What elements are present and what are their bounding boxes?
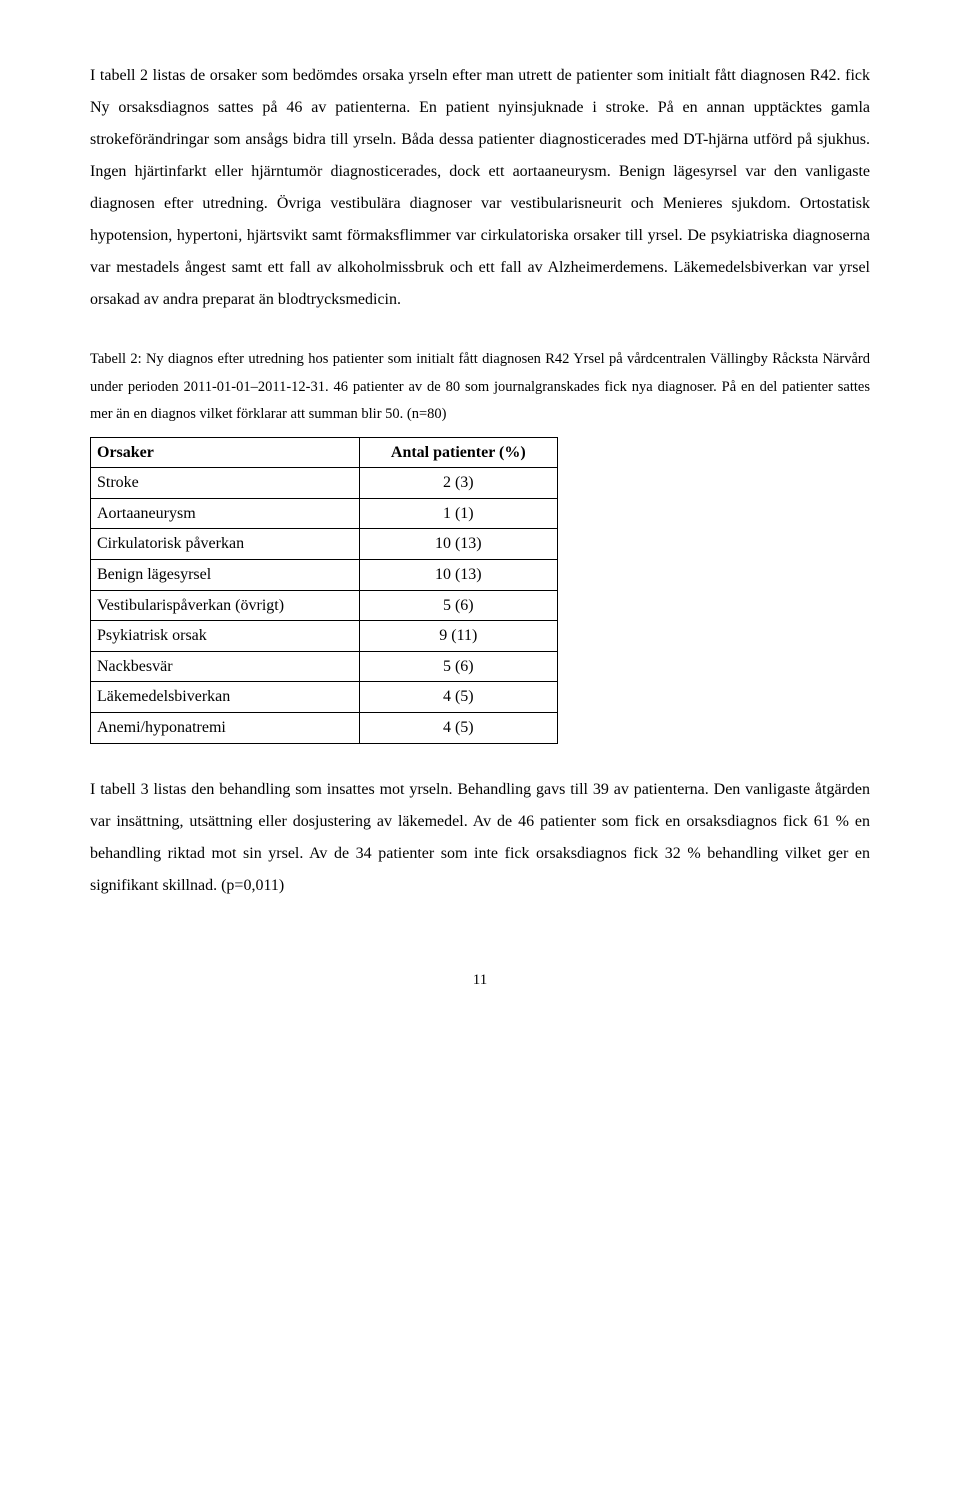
table-cell-value: 5 (6) — [359, 651, 557, 682]
table-cell-label: Benign lägesyrsel — [91, 560, 360, 591]
table-row: Anemi/hyponatremi 4 (5) — [91, 712, 558, 743]
table-row: Läkemedelsbiverkan 4 (5) — [91, 682, 558, 713]
table-row: Stroke 2 (3) — [91, 468, 558, 499]
table-cell-value: 1 (1) — [359, 498, 557, 529]
table-header-row: Orsaker Antal patienter (%) — [91, 437, 558, 468]
table-header-antal: Antal patienter (%) — [359, 437, 557, 468]
table-cell-value: 4 (5) — [359, 712, 557, 743]
table-cell-value: 5 (6) — [359, 590, 557, 621]
diagnosis-table: Orsaker Antal patienter (%) Stroke 2 (3)… — [90, 437, 558, 744]
table-cell-value: 2 (3) — [359, 468, 557, 499]
table-row: Vestibularispåverkan (övrigt) 5 (6) — [91, 590, 558, 621]
table-cell-label: Stroke — [91, 468, 360, 499]
table-caption: Tabell 2: Ny diagnos efter utredning hos… — [90, 346, 870, 429]
table-cell-label: Cirkulatorisk påverkan — [91, 529, 360, 560]
table-cell-value: 4 (5) — [359, 682, 557, 713]
table-cell-label: Nackbesvär — [91, 651, 360, 682]
table-cell-label: Psykiatrisk orsak — [91, 621, 360, 652]
table-cell-value: 9 (11) — [359, 621, 557, 652]
table-row: Aortaaneurysm 1 (1) — [91, 498, 558, 529]
table-row: Benign lägesyrsel 10 (13) — [91, 560, 558, 591]
paragraph-2: I tabell 3 listas den behandling som ins… — [90, 774, 870, 902]
table-cell-value: 10 (13) — [359, 560, 557, 591]
table-cell-label: Vestibularispåverkan (övrigt) — [91, 590, 360, 621]
table-header-orsaker: Orsaker — [91, 437, 360, 468]
table-cell-label: Aortaaneurysm — [91, 498, 360, 529]
table-cell-label: Läkemedelsbiverkan — [91, 682, 360, 713]
table-row: Nackbesvär 5 (6) — [91, 651, 558, 682]
page-number: 11 — [90, 972, 870, 989]
table-row: Psykiatrisk orsak 9 (11) — [91, 621, 558, 652]
table-cell-label: Anemi/hyponatremi — [91, 712, 360, 743]
paragraph-1: I tabell 2 listas de orsaker som bedömde… — [90, 60, 870, 316]
table-row: Cirkulatorisk påverkan 10 (13) — [91, 529, 558, 560]
table-cell-value: 10 (13) — [359, 529, 557, 560]
